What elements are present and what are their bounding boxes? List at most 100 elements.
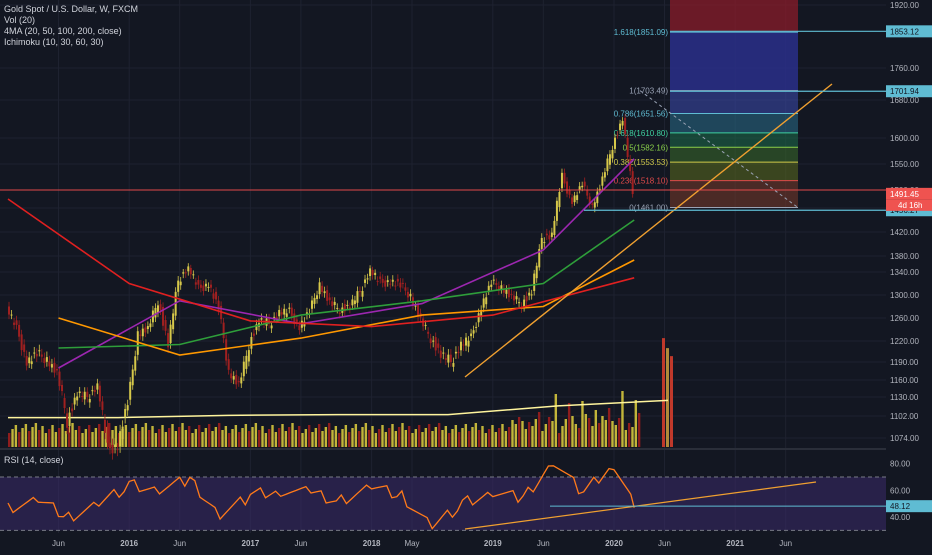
volume-bar — [194, 429, 198, 447]
candle-body — [553, 220, 556, 235]
candle-body — [111, 444, 114, 454]
candle-body — [184, 272, 187, 274]
candle-body — [356, 291, 359, 303]
rsi-tick-label: 80.00 — [890, 460, 911, 469]
fibonacci-retracement[interactable]: 1.618(1851.09) 1(1703.49) 0.786(1651.56) 0.… — [614, 0, 799, 213]
volume-bar — [97, 424, 101, 447]
volume-bar — [567, 403, 571, 447]
candle-body — [566, 181, 569, 194]
price-tick-label: 1220.00 — [890, 337, 919, 346]
volume-bar — [251, 427, 254, 447]
candle-body — [202, 285, 205, 291]
candle-body — [55, 369, 58, 371]
volume-bar — [164, 432, 168, 447]
candle-body — [361, 290, 364, 297]
candle-body — [30, 361, 33, 365]
candle-body — [593, 202, 596, 208]
volume-bar — [227, 433, 231, 447]
candle-body — [495, 283, 498, 285]
time-tick-label: Jun — [52, 539, 65, 548]
volume-bar — [454, 425, 458, 447]
candle-body — [528, 292, 531, 296]
volume-bar — [211, 431, 214, 447]
rsi-pane[interactable] — [0, 465, 886, 531]
price-axis[interactable]: 1074.00 1102.00 1130.00 1160.00 1190.00 1220.… — [886, 0, 932, 550]
candle-body — [225, 339, 228, 361]
candle-body — [391, 279, 394, 282]
candle-body — [33, 352, 36, 354]
candle-body — [88, 399, 91, 403]
trendline-layer[interactable] — [0, 30, 886, 378]
candle-body — [462, 344, 465, 346]
volume-bar — [217, 423, 221, 447]
volume-bar — [521, 421, 524, 447]
volume-bar — [341, 429, 344, 447]
volume-bar — [514, 424, 518, 447]
volume-bar — [617, 418, 621, 447]
volume-bar — [271, 425, 274, 447]
candle-body — [608, 154, 611, 165]
candle-body — [144, 327, 147, 333]
ma-line-50 — [58, 219, 635, 349]
candle-body — [204, 283, 207, 287]
candle-body — [586, 189, 589, 196]
volume-bar — [224, 426, 228, 447]
volume-bar — [394, 431, 398, 447]
candle-body — [480, 309, 483, 317]
volume-bar — [207, 424, 211, 447]
price-tick-label: 1340.00 — [890, 268, 919, 277]
candle-body — [500, 285, 503, 290]
volume-bar — [111, 430, 114, 447]
volume-bar — [187, 426, 191, 447]
candle-body — [290, 307, 293, 316]
volume-bar — [534, 419, 538, 447]
volume-bar — [544, 424, 548, 447]
candle-body — [576, 195, 579, 201]
legend-symbol[interactable]: Gold Spot / U.S. Dollar, W, FXCM — [4, 4, 139, 14]
candle-body — [295, 319, 298, 322]
candle-body — [101, 401, 104, 410]
time-tick-label: Jun — [658, 539, 671, 548]
volume-bar — [367, 430, 371, 447]
candle-body — [242, 361, 245, 377]
volume-bar — [8, 433, 11, 447]
volume-bar — [171, 424, 174, 447]
candle-body — [432, 340, 435, 342]
candle-body — [502, 288, 505, 293]
candle-body — [288, 307, 291, 309]
volume-bar — [114, 426, 118, 447]
rsi-legend[interactable]: RSI (14, close) — [4, 455, 64, 465]
volume-bar — [324, 427, 328, 447]
volume-bar — [627, 423, 631, 447]
price-layer — [8, 114, 634, 460]
candle-body — [459, 341, 462, 351]
candle-body — [192, 274, 195, 276]
candle-body — [73, 397, 76, 405]
volume-bar — [297, 426, 301, 447]
candle-body — [492, 279, 495, 281]
volume-bar — [487, 429, 491, 447]
volume-bar — [131, 428, 134, 447]
fib-diagonal — [639, 90, 799, 208]
candle-body — [273, 316, 276, 318]
candle-body — [629, 159, 632, 172]
time-axis[interactable]: Jun 2016 Jun 2017 Jun 2018 May 2019 Jun 2020 Jun 20… — [0, 534, 886, 550]
legend-ma[interactable]: 4MA (20, 50, 100, 200, close) — [4, 26, 122, 36]
volume-bar — [101, 431, 104, 447]
volume-bar — [17, 432, 21, 447]
ma-line-20 — [58, 158, 635, 369]
price-tick-label: 1130.00 — [890, 393, 919, 402]
price-tick-label: 1600.00 — [890, 134, 919, 143]
legend-ichimoku[interactable]: Ichimoku (10, 30, 60, 30) — [4, 37, 104, 47]
volume-bar — [254, 423, 258, 447]
volume-bar — [561, 426, 564, 447]
volume-bar — [601, 416, 604, 447]
legend-volume[interactable]: Vol (20) — [4, 15, 36, 25]
time-tick-label: 2018 — [363, 539, 381, 548]
volume-bar — [634, 400, 638, 447]
volume-bar — [637, 413, 641, 447]
candle-body — [401, 282, 404, 284]
candle-body — [376, 280, 379, 282]
